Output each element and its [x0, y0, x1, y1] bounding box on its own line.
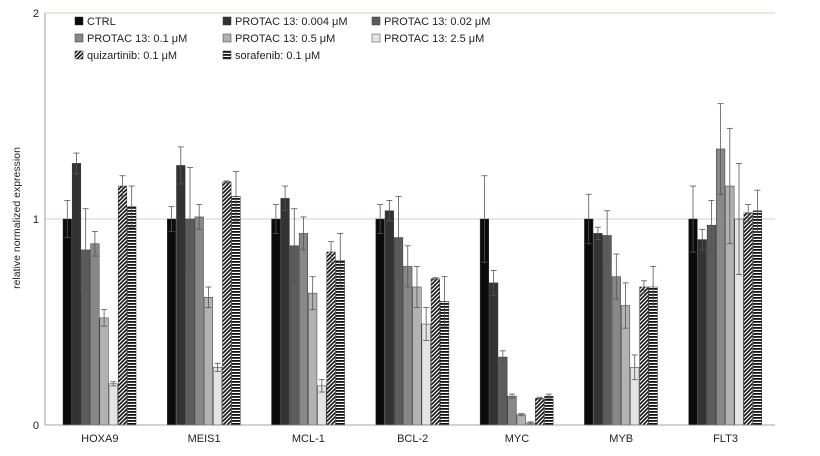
bar-hoxa9-series-4: [99, 317, 109, 426]
bar-meis1-series-1: [176, 165, 186, 426]
bar-hoxa9-series-1: [71, 163, 82, 426]
y-tick-label: 0: [33, 420, 39, 432]
bar-mcl-1-series-0: [271, 218, 281, 426]
bar-flt3-series-7: [752, 210, 762, 426]
legend-swatch-2: [371, 16, 381, 26]
bar-myb-series-6: [639, 286, 649, 426]
bar-hoxa9-series-0: [62, 218, 72, 426]
bar-flt3-series-1: [697, 239, 707, 426]
x-tick-label: BCL-2: [397, 433, 428, 445]
legend-swatch-3: [74, 33, 84, 43]
legend-swatch-7: [222, 50, 232, 60]
bar-meis1-series-4: [203, 297, 213, 426]
bar-myc-series-4: [516, 414, 526, 426]
bar-meis1-series-3: [194, 216, 204, 426]
bar-hoxa9-series-5: [108, 383, 118, 426]
bar-bcl-2-series-3: [403, 266, 413, 426]
legend-label-4: PROTAC 13: 0.5 μM: [235, 33, 335, 45]
bar-myb-series-2: [602, 235, 612, 426]
bar-mcl-1-series-4: [308, 292, 318, 426]
legend-label-1: PROTAC 13: 0.004 μM: [235, 16, 348, 28]
axis-layer: 0 1 2 HOXA9 MEIS1 MCL-1 BCL-2 MYC MYB FLT3: [33, 8, 775, 445]
legend-swatch-0: [74, 16, 84, 26]
x-tick-label: MEIS1: [188, 433, 221, 445]
legend: CTRL PROTAC 13: 0.004 μM PROTAC 13: 0.02 μ…: [74, 16, 490, 62]
bar-flt3-series-6: [743, 212, 753, 426]
legend-label-0: CTRL: [87, 16, 116, 28]
grid-layer: [45, 12, 775, 220]
bar-hoxa9-series-6: [117, 185, 128, 426]
x-tick-label: MYB: [609, 433, 633, 445]
bar-flt3-series-2: [706, 224, 716, 426]
legend-label-7: sorafenib: 0.1 μM: [235, 50, 320, 62]
bar-mcl-1-series-6: [326, 251, 336, 426]
bar-meis1-series-7: [231, 196, 241, 426]
bar-hoxa9-series-3: [90, 243, 100, 426]
bar-myc-series-6: [535, 397, 545, 426]
y-axis-label: relative normalized expression: [11, 147, 23, 289]
legend-label-6: quizartinib: 0.1 μM: [87, 50, 177, 62]
bar-myc-series-7: [544, 395, 554, 426]
bar-myc-series-1: [489, 282, 499, 426]
bar-bcl-2-series-6: [430, 278, 440, 426]
x-tick-label: FLT3: [713, 433, 738, 445]
bar-mcl-1-series-1: [280, 198, 290, 426]
y-tick-label: 1: [33, 214, 39, 226]
legend-swatch-1: [222, 16, 232, 26]
x-tick-label: HOXA9: [81, 433, 118, 445]
bar-meis1-series-0: [167, 218, 177, 426]
bars-layer: [62, 103, 762, 426]
bar-bcl-2-series-0: [375, 218, 385, 426]
x-tick-label: MYC: [505, 433, 530, 445]
legend-swatch-4: [222, 33, 232, 43]
legend-label-2: PROTAC 13: 0.02 μM: [384, 16, 490, 28]
bar-myb-series-0: [584, 218, 594, 426]
legend-swatch-5: [371, 33, 381, 43]
bar-hoxa9-series-7: [127, 206, 137, 426]
legend-label-5: PROTAC 13: 2.5 μM: [384, 33, 484, 45]
bar-meis1-series-5: [213, 367, 223, 426]
legend-label-3: PROTAC 13: 0.1 μM: [87, 33, 187, 45]
bar-myb-series-1: [593, 233, 603, 426]
bar-bcl-2-series-1: [384, 210, 394, 426]
bar-meis1-series-6: [222, 181, 232, 426]
x-tick-label: MCL-1: [292, 433, 325, 445]
bar-myc-series-3: [507, 395, 517, 426]
bar-myc-series-2: [498, 356, 508, 426]
legend-swatch-6: [74, 50, 84, 60]
bar-mcl-1-series-3: [298, 233, 309, 426]
y-tick-label: 2: [33, 8, 39, 20]
